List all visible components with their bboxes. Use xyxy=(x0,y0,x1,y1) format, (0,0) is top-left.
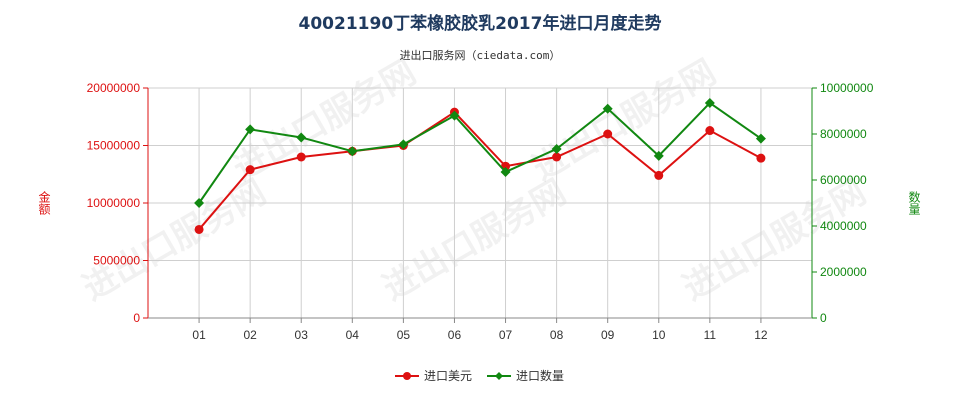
series-2-point xyxy=(296,132,307,143)
left-axis-label: 金额 xyxy=(37,190,51,216)
series-2-point xyxy=(551,143,562,154)
x-tick-label: 02 xyxy=(243,328,257,342)
series-2-point xyxy=(194,198,205,208)
x-axis-ticks: 01 02 03 04 05 06 07 08 09 10 11 12 xyxy=(192,318,768,342)
x-tick-label: 06 xyxy=(448,328,462,342)
x-tick-label: 04 xyxy=(346,328,360,342)
series-2-point xyxy=(602,103,613,114)
right-tick-label: 8000000 xyxy=(820,127,867,141)
chart-subtitle: 进出口服务网（ciedata.com） xyxy=(400,48,561,62)
right-axis-ticks: 0 2000000 4000000 6000000 8000000 10000000 xyxy=(812,81,874,325)
right-tick-label: 10000000 xyxy=(820,81,874,95)
series-2-point xyxy=(704,97,715,108)
right-tick-label: 2000000 xyxy=(820,265,867,279)
series-1-point xyxy=(603,129,613,139)
grid xyxy=(148,87,812,319)
series-2-point xyxy=(398,139,409,150)
x-tick-label: 07 xyxy=(499,328,513,342)
legend-label-2: 进口数量 xyxy=(516,368,564,383)
series-2-point xyxy=(245,124,256,135)
legend-marker-2 xyxy=(495,372,503,380)
x-tick-label: 05 xyxy=(397,328,411,342)
left-tick-label: 5000000 xyxy=(93,254,140,268)
watermark-text: 进出口服务网 xyxy=(376,172,573,309)
series-1-point xyxy=(756,153,766,163)
chart-title: 40021190丁苯橡胶胶乳2017年进口月度走势 xyxy=(299,13,662,34)
series-line-2 xyxy=(198,101,762,204)
x-tick-label: 01 xyxy=(192,328,206,342)
x-tick-label: 11 xyxy=(704,328,717,342)
right-tick-label: 6000000 xyxy=(820,173,867,187)
series-2-point xyxy=(347,146,358,157)
watermark-text: 进出口服务网 xyxy=(676,172,873,309)
x-tick-label: 03 xyxy=(295,328,309,342)
left-tick-label: 15000000 xyxy=(87,139,141,153)
series-1-point xyxy=(194,224,204,234)
right-tick-label: 0 xyxy=(820,311,827,325)
series-line-1 xyxy=(198,110,762,231)
left-tick-label: 0 xyxy=(133,311,140,325)
legend-marker-1 xyxy=(403,372,411,380)
legend: 进口美元 进口数量 xyxy=(395,368,564,383)
series-1-point xyxy=(654,170,664,180)
series-1-point xyxy=(552,152,562,162)
series-2-point xyxy=(449,110,460,121)
series-2-point xyxy=(500,166,511,177)
right-tick-label: 4000000 xyxy=(820,219,867,233)
series-1-point xyxy=(296,152,306,162)
left-tick-label: 10000000 xyxy=(87,196,141,210)
series-2-point xyxy=(755,133,766,144)
series-2-point xyxy=(653,150,664,161)
series-layer xyxy=(194,97,766,234)
watermark-text: 进出口服务网 xyxy=(76,172,273,309)
x-tick-label: 09 xyxy=(601,328,615,342)
series-1-point xyxy=(245,165,255,175)
x-tick-label: 08 xyxy=(550,328,564,342)
legend-label-1: 进口美元 xyxy=(424,369,472,383)
left-tick-label: 20000000 xyxy=(87,81,141,95)
series-1-point xyxy=(705,126,715,136)
x-tick-label: 12 xyxy=(754,328,768,342)
left-axis-ticks: 0 5000000 10000000 15000000 20000000 xyxy=(87,81,148,325)
right-axis-label: 数量 xyxy=(907,190,921,215)
x-tick-label: 10 xyxy=(652,328,666,342)
